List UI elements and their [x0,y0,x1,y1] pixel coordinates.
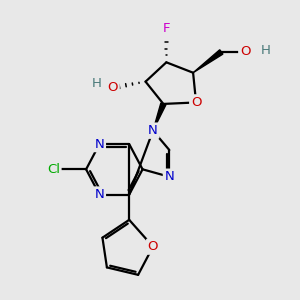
Text: F: F [163,22,170,34]
Polygon shape [193,50,223,73]
Text: Cl: Cl [47,163,60,176]
Text: N: N [164,170,174,183]
Polygon shape [153,103,166,131]
Text: N: N [148,124,158,137]
Text: O: O [148,240,158,253]
Text: N: N [94,138,104,151]
Text: N: N [94,188,104,201]
Text: H: H [92,76,101,90]
Text: O: O [108,81,118,94]
Text: O: O [240,45,250,58]
Text: O: O [191,96,201,109]
Text: H: H [261,44,271,57]
